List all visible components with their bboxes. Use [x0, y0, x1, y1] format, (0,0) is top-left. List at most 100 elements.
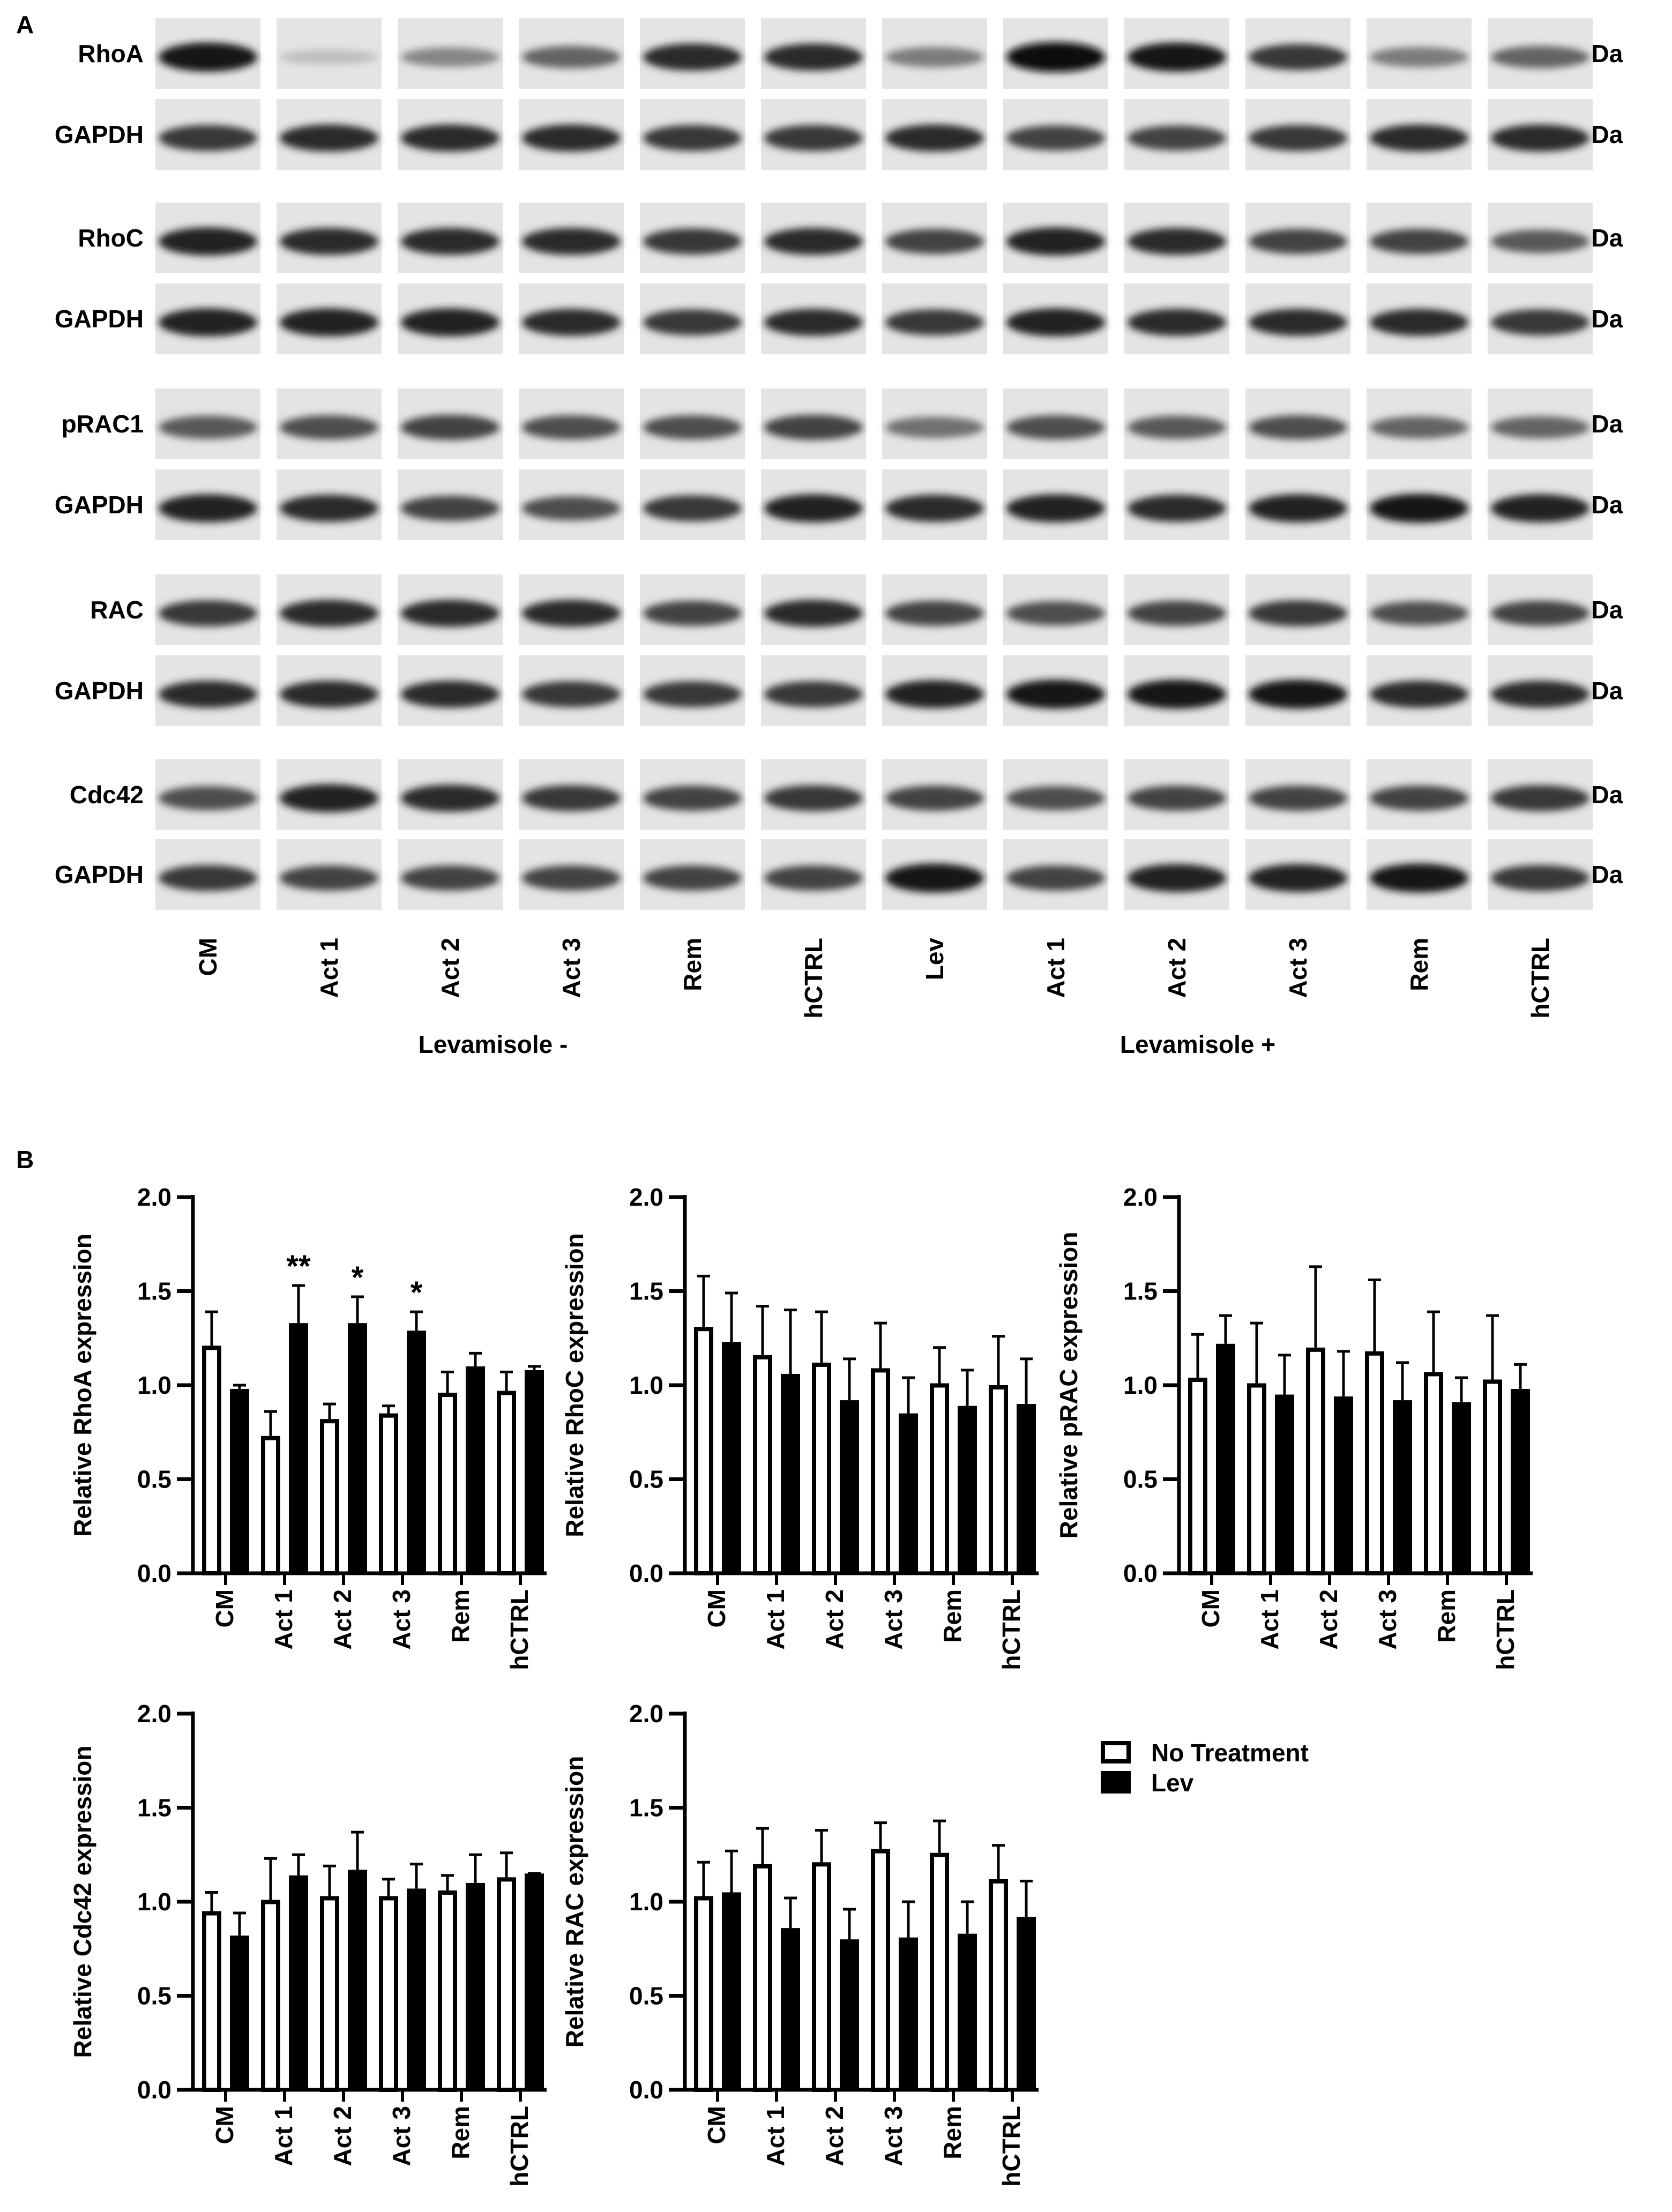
lane-label: CM [194, 938, 222, 976]
bar-lev [1216, 1343, 1235, 1573]
blot-band [1369, 786, 1469, 811]
lane-label: Rem [678, 938, 706, 991]
y-tick-label: 0.5 [137, 1466, 171, 1493]
blot-band [521, 46, 621, 69]
category-label: Act 2 [329, 2106, 356, 2166]
blot-band [1006, 865, 1106, 891]
blot-band [1127, 495, 1227, 522]
blot-band [885, 680, 984, 708]
bar-no-treatment [1188, 1377, 1207, 1575]
panel-label-a: A [16, 11, 34, 39]
category-label: Act 1 [762, 1589, 789, 1649]
blot-band [643, 495, 742, 521]
group-label: Levamisole - [419, 1030, 568, 1058]
bar-lev [407, 1888, 426, 2090]
blot-band [400, 124, 500, 152]
bar-no-treatment [438, 1393, 457, 1576]
lane-label: hCTRL [800, 938, 827, 1019]
blot-band [1127, 786, 1227, 811]
blot-band [1490, 494, 1590, 522]
category-label: CM [211, 2106, 238, 2144]
blot-band [400, 784, 500, 812]
blot-band [1369, 416, 1469, 439]
bar-lev [1334, 1396, 1353, 1573]
blot-band [158, 681, 258, 708]
bar-no-treatment [753, 1355, 772, 1576]
y-tick-label: 0.0 [629, 1559, 663, 1587]
category-label: Act 1 [762, 2106, 789, 2166]
y-tick-label: 1.5 [629, 1277, 663, 1305]
blot-band [1369, 601, 1469, 626]
bar-chart-panel: 0.0 0.5 1.0 1.5 2.0 Relative RhoA expression C… [69, 1183, 1533, 2187]
blot-band [643, 309, 742, 335]
bar-no-treatment [497, 1877, 516, 2093]
bar-lev [899, 1937, 918, 2090]
blot-band [279, 784, 379, 812]
lane-label: hCTRL [1526, 938, 1554, 1019]
blot-band [521, 865, 621, 891]
y-tick-label: 1.5 [629, 1794, 663, 1822]
blot-band [1006, 415, 1106, 440]
category-label: Act 3 [879, 1589, 907, 1649]
blot-band [1127, 601, 1227, 626]
blot-band [158, 125, 258, 151]
bar-lev [230, 1389, 249, 1573]
y-tick-label: 2.0 [1123, 1183, 1158, 1211]
blot-band [158, 308, 258, 337]
blot-band [1369, 863, 1469, 893]
blot-band [400, 496, 500, 521]
blot-band [1490, 309, 1590, 335]
blot-band [158, 865, 258, 891]
blot-band [643, 681, 742, 707]
blot-band [764, 415, 863, 440]
bar-no-treatment [753, 1864, 772, 2093]
category-label: Act 2 [1315, 1589, 1342, 1649]
blot-band [885, 495, 984, 522]
bar-no-treatment [1247, 1383, 1266, 1575]
blot-band [521, 496, 621, 521]
blot-band [643, 125, 742, 151]
category-label: CM [211, 1589, 238, 1628]
y-axis-label: Relative RhoC expression [561, 1233, 588, 1537]
blot-band [1369, 124, 1469, 152]
blot-band [885, 47, 984, 68]
blot-band [521, 124, 621, 152]
blot-band [400, 415, 500, 440]
category-label: Rem [938, 1589, 966, 1643]
lane-label: Act 1 [315, 938, 343, 998]
blot-band [279, 308, 379, 337]
bar-no-treatment [871, 1849, 890, 2092]
blot-band [1127, 864, 1227, 892]
blot-band [521, 785, 621, 811]
blot-band [279, 124, 379, 152]
blot-band [400, 228, 500, 255]
blot-band [400, 600, 500, 627]
y-tick-label: 0.5 [137, 1982, 171, 2010]
bar-no-treatment [438, 1890, 457, 2092]
y-tick-label: 0.0 [137, 2076, 171, 2104]
bar-lev [722, 1342, 741, 1573]
bar-no-treatment [989, 1879, 1008, 2092]
bar-lev [899, 1413, 918, 1573]
y-tick-label: 1.5 [137, 1277, 171, 1305]
bar-lev [525, 1370, 544, 1573]
category-label: Rem [938, 2106, 966, 2159]
category-label: Act 3 [387, 1589, 415, 1649]
blot-band [764, 309, 863, 336]
blot-band [885, 863, 984, 893]
bar-no-treatment [812, 1362, 831, 1575]
category-label: hCTRL [505, 1589, 533, 1670]
y-tick-label: 2.0 [137, 1700, 171, 1728]
blot-band [1490, 46, 1590, 69]
bar-lev [958, 1406, 977, 1573]
blot-band [521, 228, 621, 255]
bar-no-treatment [989, 1385, 1008, 1575]
blot-band [764, 125, 863, 151]
category-label: Act 2 [820, 2106, 848, 2166]
blot-band [885, 124, 984, 152]
category-label: Rem [446, 1589, 474, 1643]
blot-band [279, 681, 379, 708]
blot-band [1369, 229, 1469, 255]
blot-band [1248, 44, 1348, 70]
